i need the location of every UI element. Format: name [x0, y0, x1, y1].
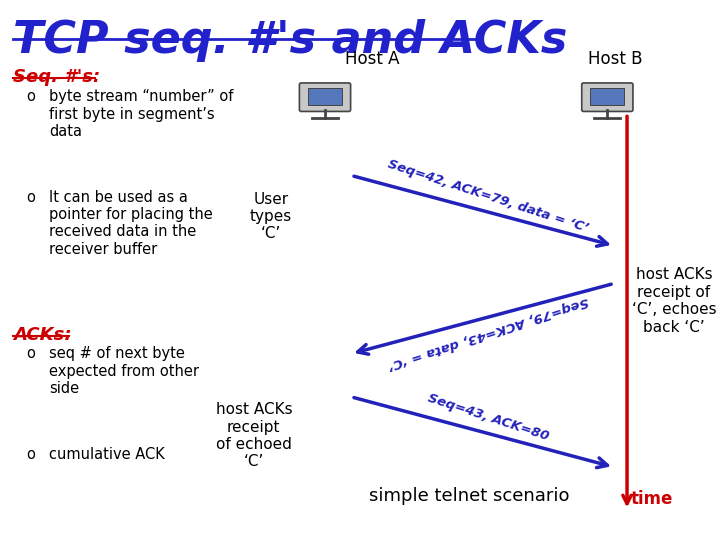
Text: o: o [26, 190, 35, 205]
Text: User
types
‘C’: User types ‘C’ [250, 192, 292, 241]
Text: o: o [26, 346, 35, 361]
FancyBboxPatch shape [300, 83, 351, 111]
Text: Seq. #'s:: Seq. #'s: [13, 68, 100, 85]
Text: host ACKs
receipt of
‘C’, echoes
back ‘C’: host ACKs receipt of ‘C’, echoes back ‘C… [631, 267, 716, 334]
Text: ACKs:: ACKs: [13, 326, 72, 343]
Text: host ACKs
receipt
of echoed
‘C’: host ACKs receipt of echoed ‘C’ [215, 402, 292, 469]
Text: TCP seq. #'s and ACKs: TCP seq. #'s and ACKs [13, 19, 567, 62]
Text: cumulative ACK: cumulative ACK [49, 447, 165, 462]
Text: seq # of next byte
expected from other
side: seq # of next byte expected from other s… [49, 346, 199, 396]
Text: Seq=42, ACK=79, data = ‘C’: Seq=42, ACK=79, data = ‘C’ [386, 158, 590, 235]
Text: Host B: Host B [588, 50, 642, 68]
Text: time: time [630, 490, 672, 508]
Text: Seq=43, ACK=80: Seq=43, ACK=80 [426, 392, 551, 443]
Text: Seq=79, ACK=43, data = ‘C’: Seq=79, ACK=43, data = ‘C’ [386, 294, 590, 372]
FancyBboxPatch shape [582, 83, 633, 111]
Bar [590, 88, 624, 105]
Text: o: o [26, 89, 35, 104]
Text: o: o [26, 447, 35, 462]
Text: simple telnet scenario: simple telnet scenario [369, 487, 570, 505]
Text: Host A: Host A [345, 50, 399, 68]
Text: byte stream “number” of
first byte in segment’s
data: byte stream “number” of first byte in se… [49, 89, 233, 139]
Text: It can be used as a
pointer for placing the
received data in the
receiver buffer: It can be used as a pointer for placing … [49, 190, 213, 256]
Bar [308, 88, 342, 105]
